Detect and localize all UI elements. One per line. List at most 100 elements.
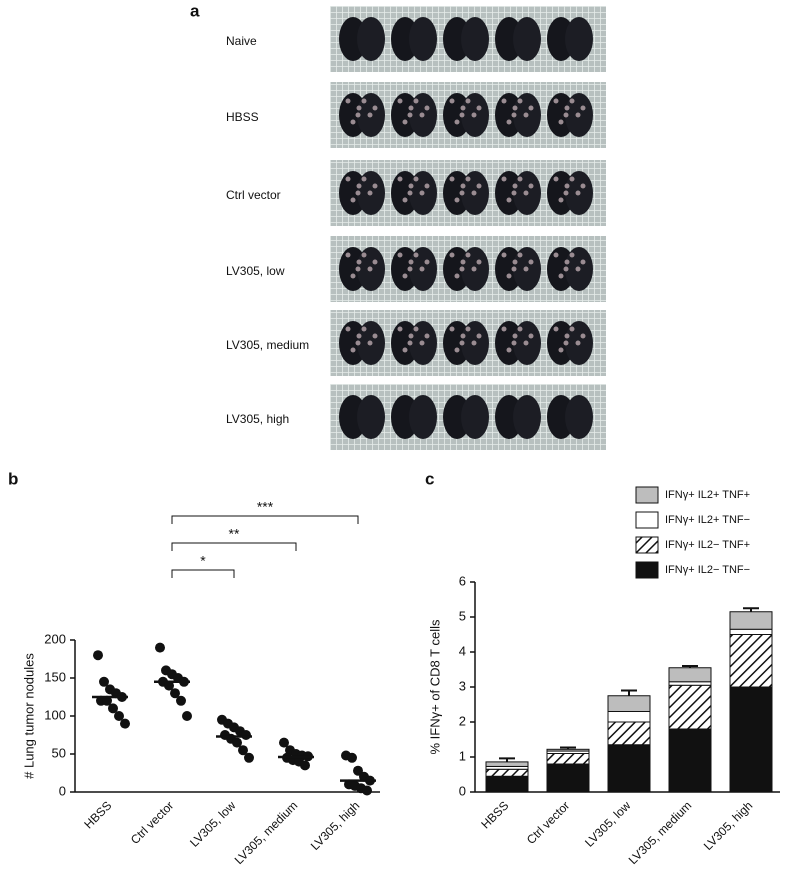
nodule — [367, 266, 373, 272]
nodule — [402, 197, 408, 203]
nodule — [355, 112, 361, 118]
bar-segment — [729, 628, 773, 635]
legend-swatch — [635, 561, 659, 579]
x-tick-label: LV305, high — [701, 798, 756, 853]
nodule — [553, 252, 559, 258]
nodule — [449, 326, 455, 332]
y-axis-title: # Lung tumor nodules — [21, 653, 36, 779]
lung — [565, 17, 593, 61]
nodule — [402, 347, 408, 353]
y-tick-label: 50 — [52, 745, 66, 760]
nodule — [580, 105, 586, 111]
nodule — [575, 266, 581, 272]
nodule — [424, 259, 430, 265]
nodule — [512, 259, 518, 265]
nodule — [454, 273, 460, 279]
nodule — [460, 105, 466, 111]
nodule — [407, 340, 413, 346]
nodule — [465, 326, 471, 332]
nodule — [528, 183, 534, 189]
nodule — [511, 266, 517, 272]
data-point — [155, 642, 165, 653]
nodule — [575, 190, 581, 196]
significance-bracket — [171, 569, 235, 578]
data-point — [353, 765, 363, 776]
legend-swatch — [635, 486, 659, 504]
legend-swatch — [635, 511, 659, 529]
data-point — [362, 785, 372, 796]
panel-label: a — [190, 1, 200, 20]
x-tick-label: HBSS — [81, 798, 114, 831]
nodule — [580, 183, 586, 189]
nodule — [460, 259, 466, 265]
nodule — [408, 105, 414, 111]
x-tick-label: Ctrl vector — [524, 798, 573, 847]
lung — [357, 395, 385, 439]
nodule — [506, 273, 512, 279]
nodule — [528, 105, 534, 111]
nodule — [512, 333, 518, 339]
legend-label: IFNγ+ IL2+ TNF− — [665, 514, 750, 526]
y-tick-label: 6 — [459, 573, 466, 588]
data-point — [300, 760, 310, 771]
nodule — [413, 326, 419, 332]
nodule — [512, 183, 518, 189]
y-tick-label: 0 — [59, 783, 66, 798]
lung — [357, 17, 385, 61]
nodule — [563, 266, 569, 272]
nodule — [501, 326, 507, 332]
nodule — [471, 340, 477, 346]
nodule — [558, 119, 564, 125]
data-point — [244, 752, 254, 763]
bar-segment — [668, 684, 712, 730]
nodule — [454, 347, 460, 353]
nodule — [580, 333, 586, 339]
y-tick-label: 0 — [459, 783, 466, 798]
nodule — [407, 190, 413, 196]
nodule — [563, 340, 569, 346]
nodule — [407, 112, 413, 118]
nodule — [476, 183, 482, 189]
nodule — [501, 176, 507, 182]
data-point — [182, 711, 192, 721]
error-bar — [621, 689, 637, 696]
nodule — [408, 333, 414, 339]
nodule — [460, 183, 466, 189]
nodule — [345, 252, 351, 258]
nodule — [563, 112, 569, 118]
nodule — [575, 340, 581, 346]
nodule — [528, 259, 534, 265]
nodule — [459, 266, 465, 272]
nodule — [345, 176, 351, 182]
nodule — [569, 252, 575, 258]
data-point — [347, 752, 357, 763]
nodule — [558, 273, 564, 279]
nodule — [517, 326, 523, 332]
nodule — [471, 266, 477, 272]
nodule — [575, 112, 581, 118]
bar-segment — [546, 753, 590, 765]
nodule — [413, 176, 419, 182]
nodule — [454, 197, 460, 203]
nodule — [350, 197, 356, 203]
nodule — [564, 259, 570, 265]
nodule — [517, 98, 523, 104]
data-point — [170, 688, 180, 699]
nodule — [397, 176, 403, 182]
nodule — [523, 112, 529, 118]
nodule — [454, 119, 460, 125]
data-point — [120, 718, 130, 729]
nodule — [553, 98, 559, 104]
legend-label: IFNγ+ IL2− TNF+ — [665, 539, 750, 551]
error-bar — [743, 607, 759, 612]
bar-segment — [729, 634, 773, 688]
bar-segment — [485, 775, 529, 793]
nodule — [511, 340, 517, 346]
y-tick-label: 3 — [459, 678, 466, 693]
nodule — [367, 190, 373, 196]
nodule — [397, 98, 403, 104]
bar-segment — [607, 695, 651, 712]
bar-segment — [607, 721, 651, 746]
nodule — [449, 176, 455, 182]
lung — [513, 395, 541, 439]
